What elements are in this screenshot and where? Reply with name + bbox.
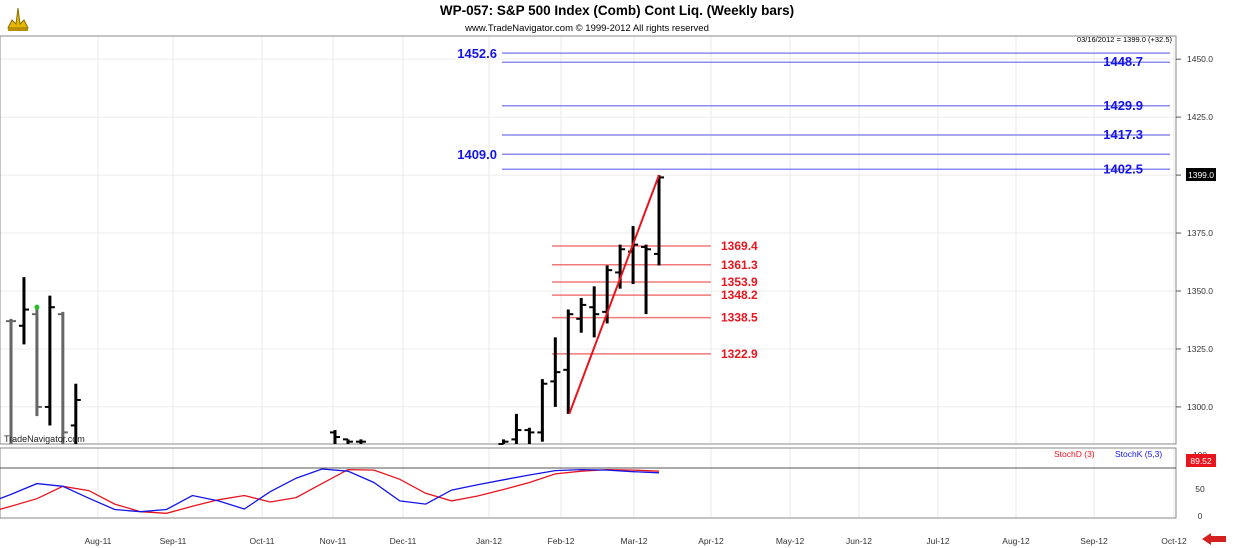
- x-tick-label: Mar-12: [621, 536, 648, 546]
- tradenavigator-logo-icon: [7, 7, 29, 31]
- x-tick-label: Apr-12: [698, 536, 724, 546]
- stoch-y-tick-label: 0: [1198, 511, 1203, 521]
- y-tick-label: 1325.0: [1187, 344, 1213, 354]
- x-tick-label: Sep-11: [160, 536, 187, 546]
- price-bars: [6, 175, 664, 445]
- red-level-label: 1338.5: [721, 311, 758, 325]
- stochk-line: [0, 468, 660, 513]
- red-level-label: 1361.3: [721, 258, 758, 272]
- trend-line: [568, 174, 660, 415]
- x-tick-label: Oct-12: [1161, 536, 1187, 546]
- stoch-last-box: [1186, 454, 1216, 467]
- blue-level-label: 1429.9: [1103, 98, 1143, 113]
- red-level-label: 1369.4: [721, 239, 758, 253]
- y-tick-label: 1350.0: [1187, 286, 1213, 296]
- x-tick-label: Jan-12: [476, 536, 502, 546]
- legend-stochd: StochD (3): [1054, 449, 1095, 459]
- gridlines: [0, 36, 1176, 518]
- chart-title: WP-057: S&P 500 Index (Comb) Cont Liq. (…: [440, 3, 794, 18]
- red-level-label: 1353.9: [721, 275, 758, 289]
- price-panel-frame: [0, 35, 1177, 445]
- x-tick-label: Jul-12: [926, 536, 949, 546]
- x-tick-label: Sep-12: [1080, 536, 1108, 546]
- stoch-panel-frame: [0, 447, 1177, 519]
- watermark: TradeNavigator.com: [4, 434, 85, 444]
- red-level-label: 1322.9: [721, 347, 758, 361]
- scroll-right-arrow-icon[interactable]: [1200, 533, 1228, 545]
- x-tick-label: Aug-12: [1002, 536, 1030, 546]
- last-price-box: [1186, 168, 1216, 181]
- x-tick-label: Nov-11: [320, 536, 347, 546]
- x-tick-label: Aug-11: [85, 536, 112, 546]
- stochastic-lines: [0, 468, 660, 514]
- blue-level-label: 1417.3: [1103, 127, 1143, 142]
- x-axis: Aug-11 Sep-11 Oct-11 Nov-11 Dec-11 Jan-12 Feb-…: [85, 536, 1187, 546]
- x-tick-label: Feb-12: [548, 536, 575, 546]
- red-level-label: 1348.2: [721, 288, 758, 302]
- x-tick-label: May-12: [776, 536, 805, 546]
- blue-level-label: 1452.6: [457, 46, 497, 61]
- x-tick-label: Oct-11: [250, 536, 275, 546]
- y-tick-label: 1450.0: [1187, 54, 1213, 64]
- fib-resistance-levels: 1452.6 1448.7 1429.9 1417.3 1409.0 1402.5: [457, 46, 1170, 176]
- x-tick-label: Dec-11: [390, 536, 417, 546]
- y-tick-label: 1300.0: [1187, 402, 1213, 412]
- stoch-last-label: 89.52: [1190, 456, 1212, 466]
- blue-level-label: 1409.0: [457, 147, 497, 162]
- trend-line-segment: [568, 174, 660, 415]
- green-signal-marker: [34, 304, 40, 310]
- legend-stochk: StochK (5,3): [1115, 449, 1162, 459]
- stoch-y-tick-label: 50: [1195, 484, 1205, 494]
- last-price-label: 1399.0: [1188, 170, 1214, 180]
- y-tick-label: 1375.0: [1187, 228, 1213, 238]
- y-tick-label: 1425.0: [1187, 112, 1213, 122]
- price-readout: 03/16/2012 = 1399.0 (+32.5): [1077, 35, 1173, 44]
- copyright-text: www.TradeNavigator.com © 1999-2012 All r…: [464, 23, 709, 34]
- x-tick-label: Jun-12: [846, 536, 872, 546]
- blue-level-label: 1448.7: [1103, 54, 1143, 69]
- stochd-line: [0, 468, 660, 514]
- blue-level-label: 1402.5: [1103, 161, 1143, 176]
